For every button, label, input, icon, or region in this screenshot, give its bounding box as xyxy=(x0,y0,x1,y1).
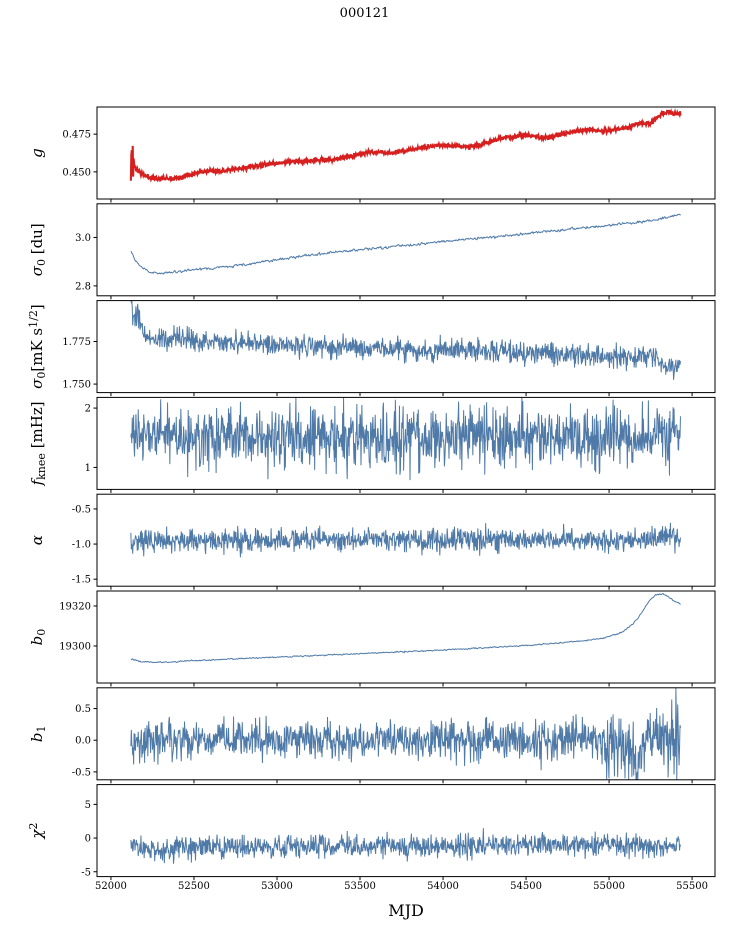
y-tick-label: 0 xyxy=(85,834,91,845)
chart-title: 000121 xyxy=(339,6,390,21)
panel-frame xyxy=(96,784,716,878)
y-axis-label-sigma0-du: σ0​ [du] xyxy=(28,223,48,276)
y-tick-label: 2.8 xyxy=(75,281,91,292)
panel-frame xyxy=(96,493,716,587)
y-tick-label: 0.0 xyxy=(75,736,91,747)
panel-g: 0.450 0.475 g xyxy=(28,106,716,203)
x-tick-label: 53500 xyxy=(344,881,376,892)
y-tick-label: 1 xyxy=(85,463,91,474)
x-tick-label: 55500 xyxy=(676,881,708,892)
series-line-sigma0-du xyxy=(130,213,681,275)
panel-sigma0-mks: 1.750 1.775 σ0​[mK s1/2​] xyxy=(27,300,716,397)
x-tick-label: 54000 xyxy=(427,881,459,892)
series-line-b0 xyxy=(130,593,681,664)
x-tick-label: 53000 xyxy=(261,881,293,892)
series-line-alpha xyxy=(130,522,681,558)
x-axis-label: MJD xyxy=(388,901,424,920)
y-axis-label-b0: b0​ xyxy=(28,629,48,646)
y-tick-label: 2 xyxy=(85,404,91,415)
y-axis-label-b1: b1​ xyxy=(28,725,48,742)
y-tick-label: 19300 xyxy=(59,642,91,653)
y-tick-label: 3.0 xyxy=(75,233,91,244)
panel-b1: -0.5 0.0 0.5 b1​ xyxy=(28,687,716,784)
x-tick-label: 54500 xyxy=(510,881,542,892)
panel-b0: 19300 19320 b0​ xyxy=(28,590,716,687)
panel-frame xyxy=(96,396,716,490)
x-tick-label: 52500 xyxy=(178,881,210,892)
panel-sigma0-du: 2.8 3.0 σ0​ [du] xyxy=(28,203,716,300)
y-axis-label-f-knee: fknee​ [mHz] xyxy=(28,401,48,486)
y-axis-label-sigma0-mks: σ0​[mK s1/2​] xyxy=(27,304,48,389)
panel-frame xyxy=(96,106,716,200)
series-line-sigma0-mks xyxy=(130,300,681,380)
panel-alpha: -1.5 -1.0 -0.5 α xyxy=(28,493,716,590)
series-line-g xyxy=(129,108,682,183)
y-tick-label: -0.5 xyxy=(72,504,91,515)
series-line-f-knee xyxy=(130,397,681,481)
y-axis-label-g: g xyxy=(28,148,46,158)
panel-chi2: -5 0 5 χ2​ xyxy=(27,784,716,881)
y-axis-label-chi2: χ2​ xyxy=(27,823,46,840)
y-axis-label-alpha: α xyxy=(28,535,46,545)
panel-frame xyxy=(96,687,716,781)
x-tick-label: 52000 xyxy=(95,881,127,892)
y-tick-label: 5 xyxy=(85,800,91,811)
panel-frame xyxy=(96,203,716,297)
series-line-b1 xyxy=(130,687,681,780)
y-tick-label: 0.475 xyxy=(62,130,91,141)
y-tick-label: -1.5 xyxy=(72,575,91,586)
y-tick-label: -1.0 xyxy=(72,540,91,551)
panel-f-knee: 1 2 fknee​ [mHz] xyxy=(28,396,716,493)
y-tick-label: -5 xyxy=(81,867,91,878)
y-tick-label: 0.5 xyxy=(75,704,91,715)
y-tick-label: 0.450 xyxy=(62,167,91,178)
panel-frame xyxy=(96,300,716,394)
x-tick-label: 55000 xyxy=(593,881,625,892)
panel-frame xyxy=(96,590,716,684)
y-tick-label: 19320 xyxy=(59,602,91,613)
y-tick-label: 1.775 xyxy=(62,337,91,348)
y-tick-label: 1.750 xyxy=(62,380,91,391)
y-tick-label: -0.5 xyxy=(72,767,91,778)
series-line-chi2 xyxy=(130,828,681,864)
